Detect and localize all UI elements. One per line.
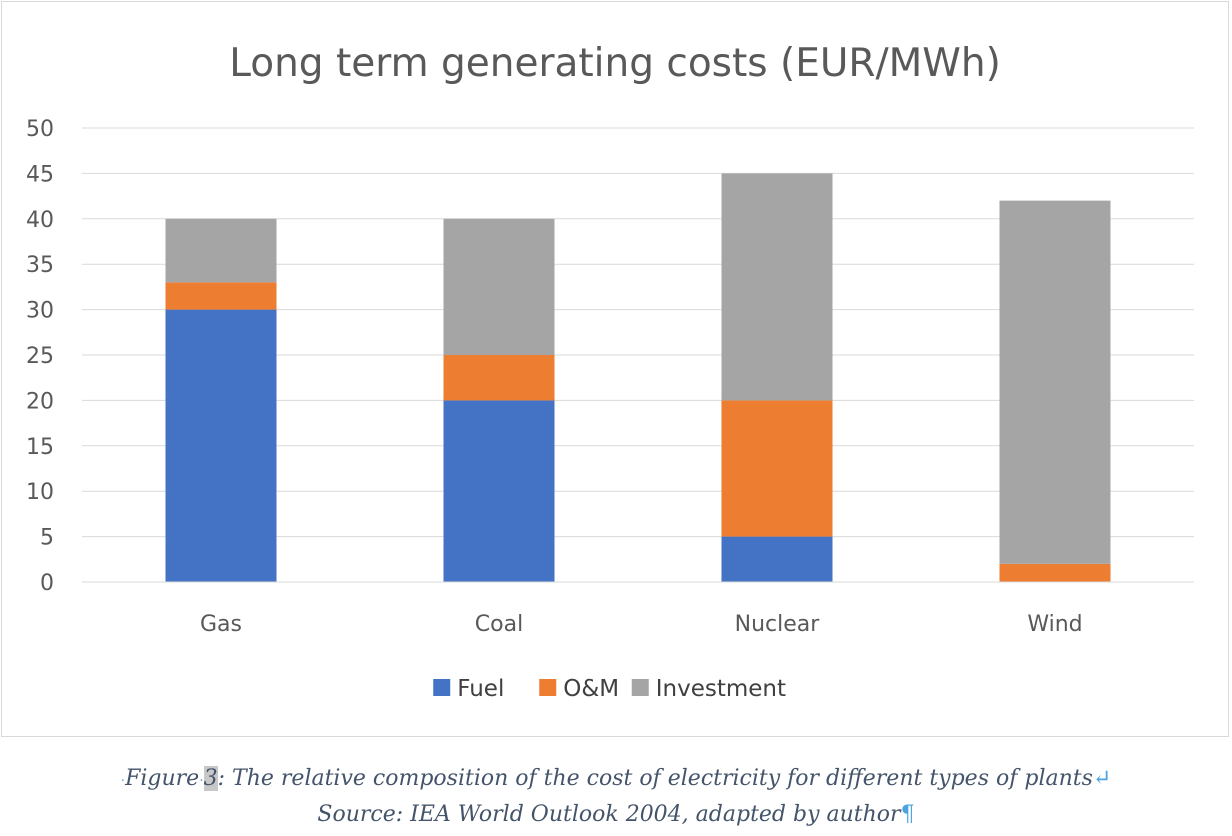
- legend-label: O&M: [563, 676, 619, 702]
- y-tick-label: 0: [40, 571, 54, 596]
- y-tick-label: 10: [26, 480, 54, 505]
- x-tick-label: Gas: [200, 612, 242, 637]
- x-tick-label: Nuclear: [735, 612, 821, 637]
- y-tick-label: 45: [26, 162, 54, 187]
- bar-segment: [721, 173, 833, 401]
- bar-segment: [443, 355, 555, 401]
- pilcrow-icon: ¶: [900, 802, 915, 827]
- y-tick-label: 50: [26, 117, 54, 142]
- y-tick-label: 15: [26, 435, 54, 460]
- legend-swatch: [539, 679, 557, 696]
- caption-source-text: Source: IEA World Outlook 2004, adapted …: [317, 802, 901, 827]
- caption-figure-prefix: Figure: [125, 766, 200, 791]
- y-tick-label: 5: [40, 526, 54, 551]
- y-tick-label: 35: [26, 253, 54, 278]
- caption-line-source: Source: IEA World Outlook 2004, adapted …: [0, 798, 1232, 832]
- figure-caption: ·Figure·3: The relative composition of t…: [0, 762, 1232, 832]
- y-tick-label: 30: [26, 299, 54, 324]
- bar-segment: [165, 282, 277, 310]
- y-tick-label: 25: [26, 344, 54, 369]
- bars: [165, 173, 1111, 582]
- legend-swatch: [433, 679, 451, 696]
- chart-title: Long term generating costs (EUR/MWh): [229, 41, 1001, 86]
- y-tick-label: 20: [26, 389, 54, 414]
- bar-segment: [721, 400, 833, 537]
- legend-label: Fuel: [457, 676, 504, 702]
- x-tick-label: Coal: [475, 612, 523, 637]
- y-tick-label: 40: [26, 208, 54, 233]
- caption-line-figure: ·Figure·3: The relative composition of t…: [120, 766, 1112, 791]
- bar-segment: [999, 200, 1111, 564]
- bar-segment: [999, 563, 1111, 582]
- bar-segment: [443, 218, 555, 355]
- bar-segment: [443, 400, 555, 582]
- x-axis-tick-labels: Gas Coal Nuclear Wind: [200, 612, 1083, 637]
- caption-figure-number: 3: [203, 766, 218, 791]
- bar-segment: [721, 536, 833, 582]
- line-break-mark-icon: ↵: [1092, 766, 1112, 791]
- bar-segment: [165, 218, 277, 283]
- legend: Fuel O&M Investment: [433, 676, 786, 702]
- y-axis-tick-labels: 0 5 10 15 20 25 30 35 40 45 50: [26, 117, 54, 596]
- chart-frame: Long term generating costs (EUR/MWh) 0 5 1…: [1, 1, 1229, 737]
- x-tick-label: Wind: [1027, 612, 1082, 637]
- stacked-bar-chart: Long term generating costs (EUR/MWh) 0 5 1…: [26, 41, 1194, 702]
- legend-label: Investment: [656, 676, 786, 702]
- bar-segment: [165, 309, 277, 582]
- caption-figure-text: : The relative composition of the cost o…: [217, 766, 1093, 791]
- legend-swatch: [631, 679, 649, 696]
